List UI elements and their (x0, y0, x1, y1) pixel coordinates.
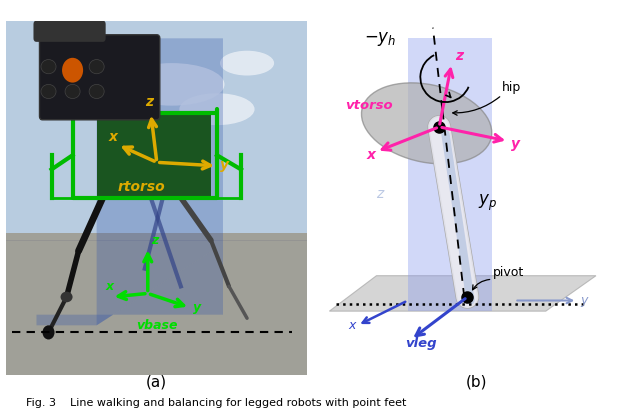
Ellipse shape (89, 84, 104, 98)
Polygon shape (36, 244, 223, 325)
Text: y: y (193, 301, 201, 314)
Text: Fig. 3    Line walking and balancing for legged robots with point feet: Fig. 3 Line walking and balancing for le… (26, 398, 406, 408)
Text: vtorso: vtorso (345, 99, 393, 112)
Text: vbase: vbase (136, 319, 177, 332)
Ellipse shape (179, 93, 255, 125)
Text: y: y (511, 137, 520, 151)
Ellipse shape (89, 60, 104, 74)
Text: y: y (220, 159, 229, 172)
Text: x: x (109, 130, 118, 144)
FancyBboxPatch shape (97, 113, 211, 198)
Ellipse shape (220, 51, 274, 75)
Text: x: x (367, 148, 376, 162)
Ellipse shape (41, 60, 56, 74)
Ellipse shape (61, 292, 72, 302)
Ellipse shape (62, 58, 83, 83)
Polygon shape (408, 38, 493, 311)
Text: y: y (580, 294, 588, 307)
Text: pivot: pivot (493, 266, 524, 279)
Text: z: z (145, 95, 153, 109)
Ellipse shape (119, 63, 225, 105)
FancyBboxPatch shape (320, 21, 634, 375)
FancyBboxPatch shape (6, 21, 307, 240)
Ellipse shape (362, 83, 492, 164)
FancyBboxPatch shape (40, 35, 160, 120)
Text: z: z (455, 49, 463, 63)
Text: x: x (106, 280, 114, 293)
Ellipse shape (42, 325, 54, 339)
Polygon shape (97, 38, 223, 325)
Text: $y_p$: $y_p$ (478, 193, 497, 213)
Text: z: z (376, 187, 384, 201)
Text: rtorso: rtorso (118, 180, 165, 194)
Ellipse shape (65, 84, 80, 98)
FancyBboxPatch shape (6, 233, 307, 375)
Text: vleg: vleg (404, 337, 436, 349)
Polygon shape (330, 276, 596, 311)
Ellipse shape (41, 84, 56, 98)
Text: z: z (151, 234, 158, 247)
Text: (b): (b) (466, 374, 488, 389)
Text: $-y_h$: $-y_h$ (364, 30, 396, 48)
Text: hip: hip (502, 82, 521, 94)
FancyBboxPatch shape (33, 21, 106, 42)
Text: (a): (a) (146, 374, 168, 389)
Text: x: x (348, 319, 356, 332)
